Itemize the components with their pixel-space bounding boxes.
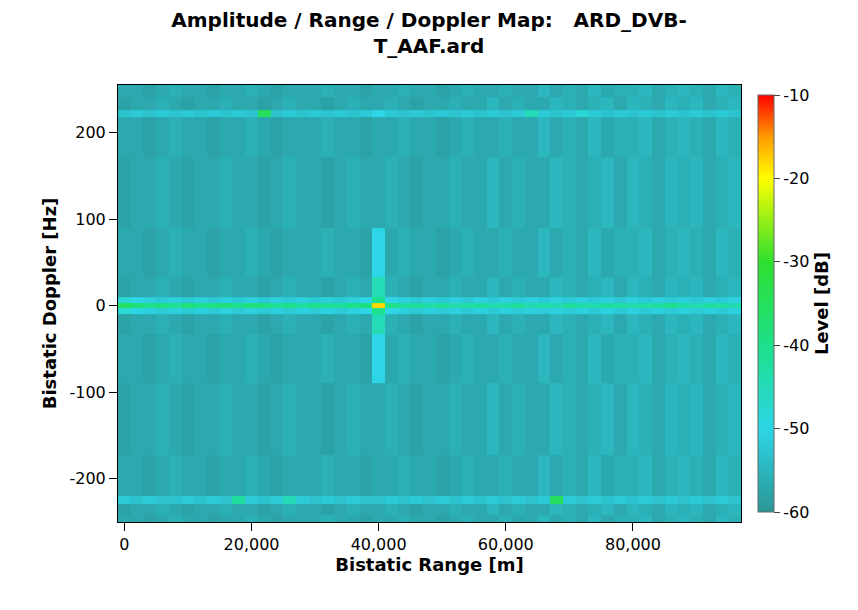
svg-text:40,000: 40,000: [351, 535, 407, 554]
svg-text:Level [dB]: Level [dB]: [811, 252, 832, 355]
svg-text:0: 0: [119, 535, 129, 554]
svg-text:-10: -10: [783, 86, 809, 105]
svg-text:-60: -60: [783, 503, 809, 522]
svg-text:Amplitude / Range / Doppler Ma: Amplitude / Range / Doppler Map: ARD_DVB…: [171, 8, 686, 58]
svg-text:-30: -30: [783, 252, 809, 271]
svg-text:100: 100: [75, 210, 106, 229]
svg-text:0: 0: [96, 296, 106, 315]
svg-text:20,000: 20,000: [224, 535, 280, 554]
svg-text:Bistatic Range [m]: Bistatic Range [m]: [335, 554, 523, 575]
svg-text:60,000: 60,000: [478, 535, 534, 554]
svg-text:Bistatic Doppler [Hz]: Bistatic Doppler [Hz]: [39, 198, 60, 410]
svg-text:-50: -50: [783, 419, 809, 438]
svg-text:80,000: 80,000: [605, 535, 661, 554]
svg-text:-100: -100: [69, 383, 105, 402]
svg-text:-200: -200: [69, 469, 105, 488]
svg-text:-40: -40: [783, 336, 809, 355]
svg-text:-20: -20: [783, 169, 809, 188]
svg-text:200: 200: [75, 123, 106, 142]
